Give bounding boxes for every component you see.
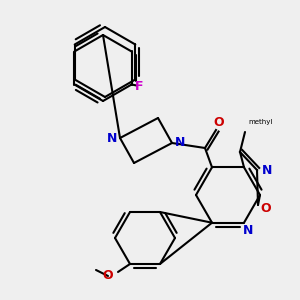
Text: O: O — [261, 202, 271, 215]
Text: N: N — [243, 224, 253, 237]
Text: F: F — [135, 80, 144, 93]
Text: O: O — [103, 269, 113, 283]
Text: O: O — [214, 116, 224, 128]
Text: N: N — [175, 136, 185, 149]
Text: N: N — [262, 164, 272, 176]
Text: N: N — [107, 131, 117, 145]
Text: methyl: methyl — [248, 119, 272, 125]
